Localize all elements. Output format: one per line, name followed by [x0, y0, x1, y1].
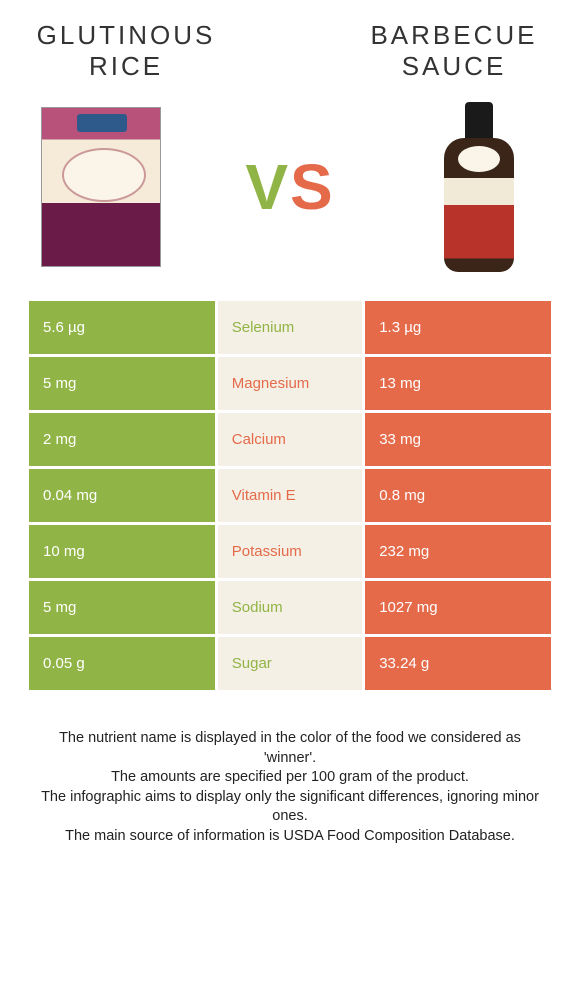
left-title: Glutinous rice [26, 20, 226, 82]
nutrient-table: 5.6 µgSelenium1.3 µg5 mgMagnesium13 mg2 … [26, 298, 554, 693]
right-value: 13 mg [365, 357, 551, 410]
nutrient-label: Vitamin E [218, 469, 362, 522]
nutrient-label: Sodium [218, 581, 362, 634]
header-row: Glutinous rice Barbecue sauce [26, 20, 554, 82]
right-value: 232 mg [365, 525, 551, 578]
footer-line-1: The nutrient name is displayed in the co… [32, 729, 548, 768]
table-row: 10 mgPotassium232 mg [29, 525, 551, 578]
left-value: 0.04 mg [29, 469, 215, 522]
left-value: 5.6 µg [29, 301, 215, 354]
footer-line-4: The main source of information is USDA F… [32, 827, 548, 847]
vs-v: V [245, 151, 290, 223]
table-row: 0.05 gSugar33.24 g [29, 637, 551, 690]
nutrient-label: Calcium [218, 413, 362, 466]
right-product-image [414, 102, 544, 272]
left-value: 5 mg [29, 357, 215, 410]
right-title: Barbecue sauce [354, 20, 554, 82]
right-value: 1.3 µg [365, 301, 551, 354]
right-value: 33 mg [365, 413, 551, 466]
rice-box-icon [41, 107, 161, 267]
table-row: 2 mgCalcium33 mg [29, 413, 551, 466]
nutrient-label: Potassium [218, 525, 362, 578]
left-value: 5 mg [29, 581, 215, 634]
right-value: 1027 mg [365, 581, 551, 634]
table-row: 5 mgMagnesium13 mg [29, 357, 551, 410]
left-value: 2 mg [29, 413, 215, 466]
footer-text: The nutrient name is displayed in the co… [26, 729, 554, 846]
vs-s: S [290, 151, 335, 223]
table-row: 5 mgSodium1027 mg [29, 581, 551, 634]
footer-line-3: The infographic aims to display only the… [32, 788, 548, 827]
table-row: 5.6 µgSelenium1.3 µg [29, 301, 551, 354]
vs-label: VS [245, 150, 334, 224]
table-row: 0.04 mgVitamin E0.8 mg [29, 469, 551, 522]
left-value: 10 mg [29, 525, 215, 578]
nutrient-label: Sugar [218, 637, 362, 690]
right-value: 33.24 g [365, 637, 551, 690]
nutrient-label: Selenium [218, 301, 362, 354]
images-row: VS [26, 102, 554, 272]
right-value: 0.8 mg [365, 469, 551, 522]
left-value: 0.05 g [29, 637, 215, 690]
bbq-bottle-icon [444, 102, 514, 272]
footer-line-2: The amounts are specified per 100 gram o… [32, 768, 548, 788]
nutrient-label: Magnesium [218, 357, 362, 410]
left-product-image [36, 102, 166, 272]
